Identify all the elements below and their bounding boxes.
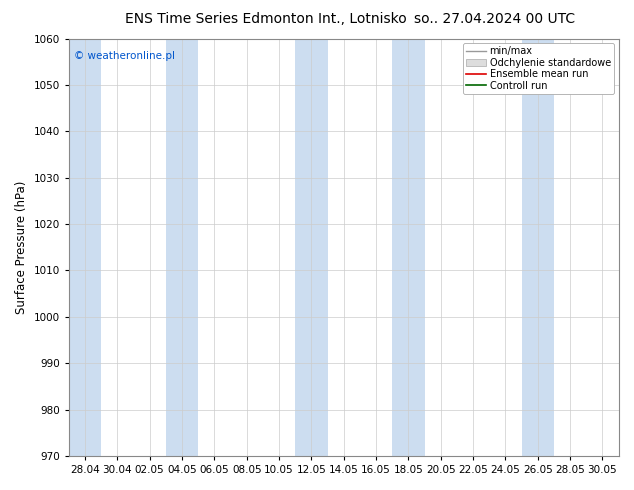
- Bar: [166, 39, 198, 456]
- Y-axis label: Surface Pressure (hPa): Surface Pressure (hPa): [15, 181, 28, 314]
- Text: so.. 27.04.2024 00 UTC: so.. 27.04.2024 00 UTC: [414, 12, 575, 26]
- Text: © weatheronline.pl: © weatheronline.pl: [74, 51, 176, 61]
- Legend: min/max, Odchylenie standardowe, Ensemble mean run, Controll run: min/max, Odchylenie standardowe, Ensembl…: [463, 44, 614, 94]
- Bar: [69, 39, 101, 456]
- Bar: [392, 39, 425, 456]
- Bar: [295, 39, 328, 456]
- Text: ENS Time Series Edmonton Int., Lotnisko: ENS Time Series Edmonton Int., Lotnisko: [126, 12, 407, 26]
- Bar: [522, 39, 554, 456]
